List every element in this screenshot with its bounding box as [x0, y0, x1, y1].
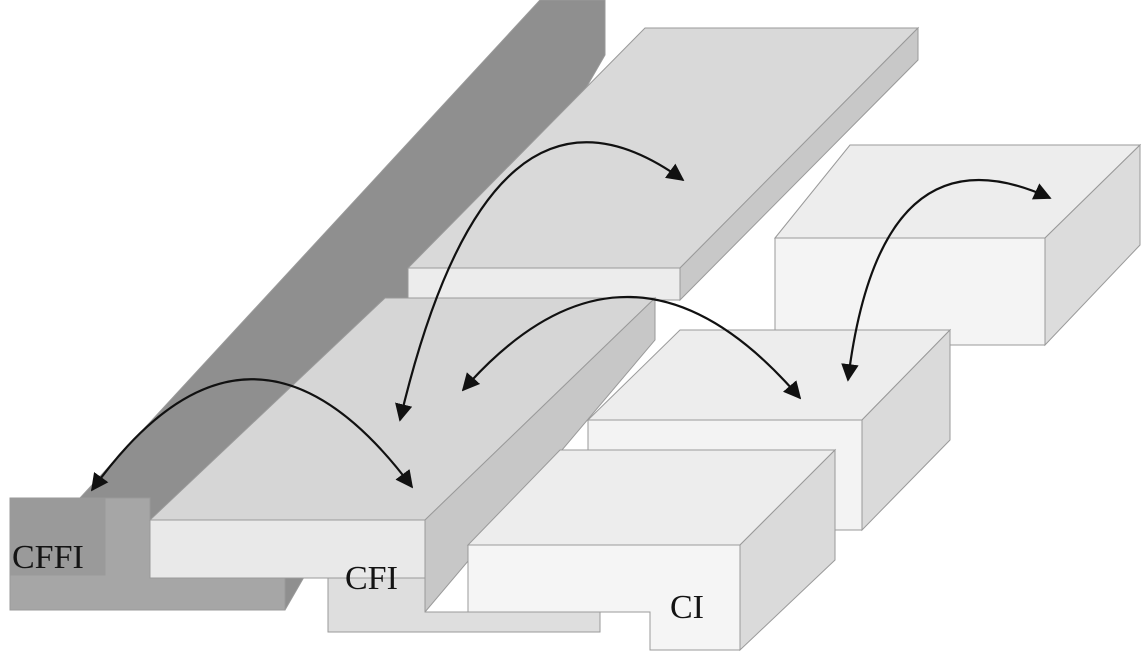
arrow-ci-middle-ci-back [841, 179, 1052, 382]
ci-box-front [466, 448, 837, 652]
ci-box-back-front [774, 237, 1046, 346]
cfi-slab-back-front [407, 267, 681, 301]
arrow-cfi-ci-middle [461, 295, 802, 400]
arrow-cffi-cfi [90, 378, 414, 492]
arrow-cfi-cfi-back [395, 141, 685, 422]
label-cffi: CFFI [12, 539, 84, 576]
ci-box-back [773, 143, 1142, 347]
label-cfi: CFI [345, 560, 398, 597]
connection-arrows [90, 141, 1052, 492]
cffi-wall [9, 0, 606, 611]
label-ci: CI [670, 589, 704, 626]
ci-box-front-side [739, 448, 836, 652]
